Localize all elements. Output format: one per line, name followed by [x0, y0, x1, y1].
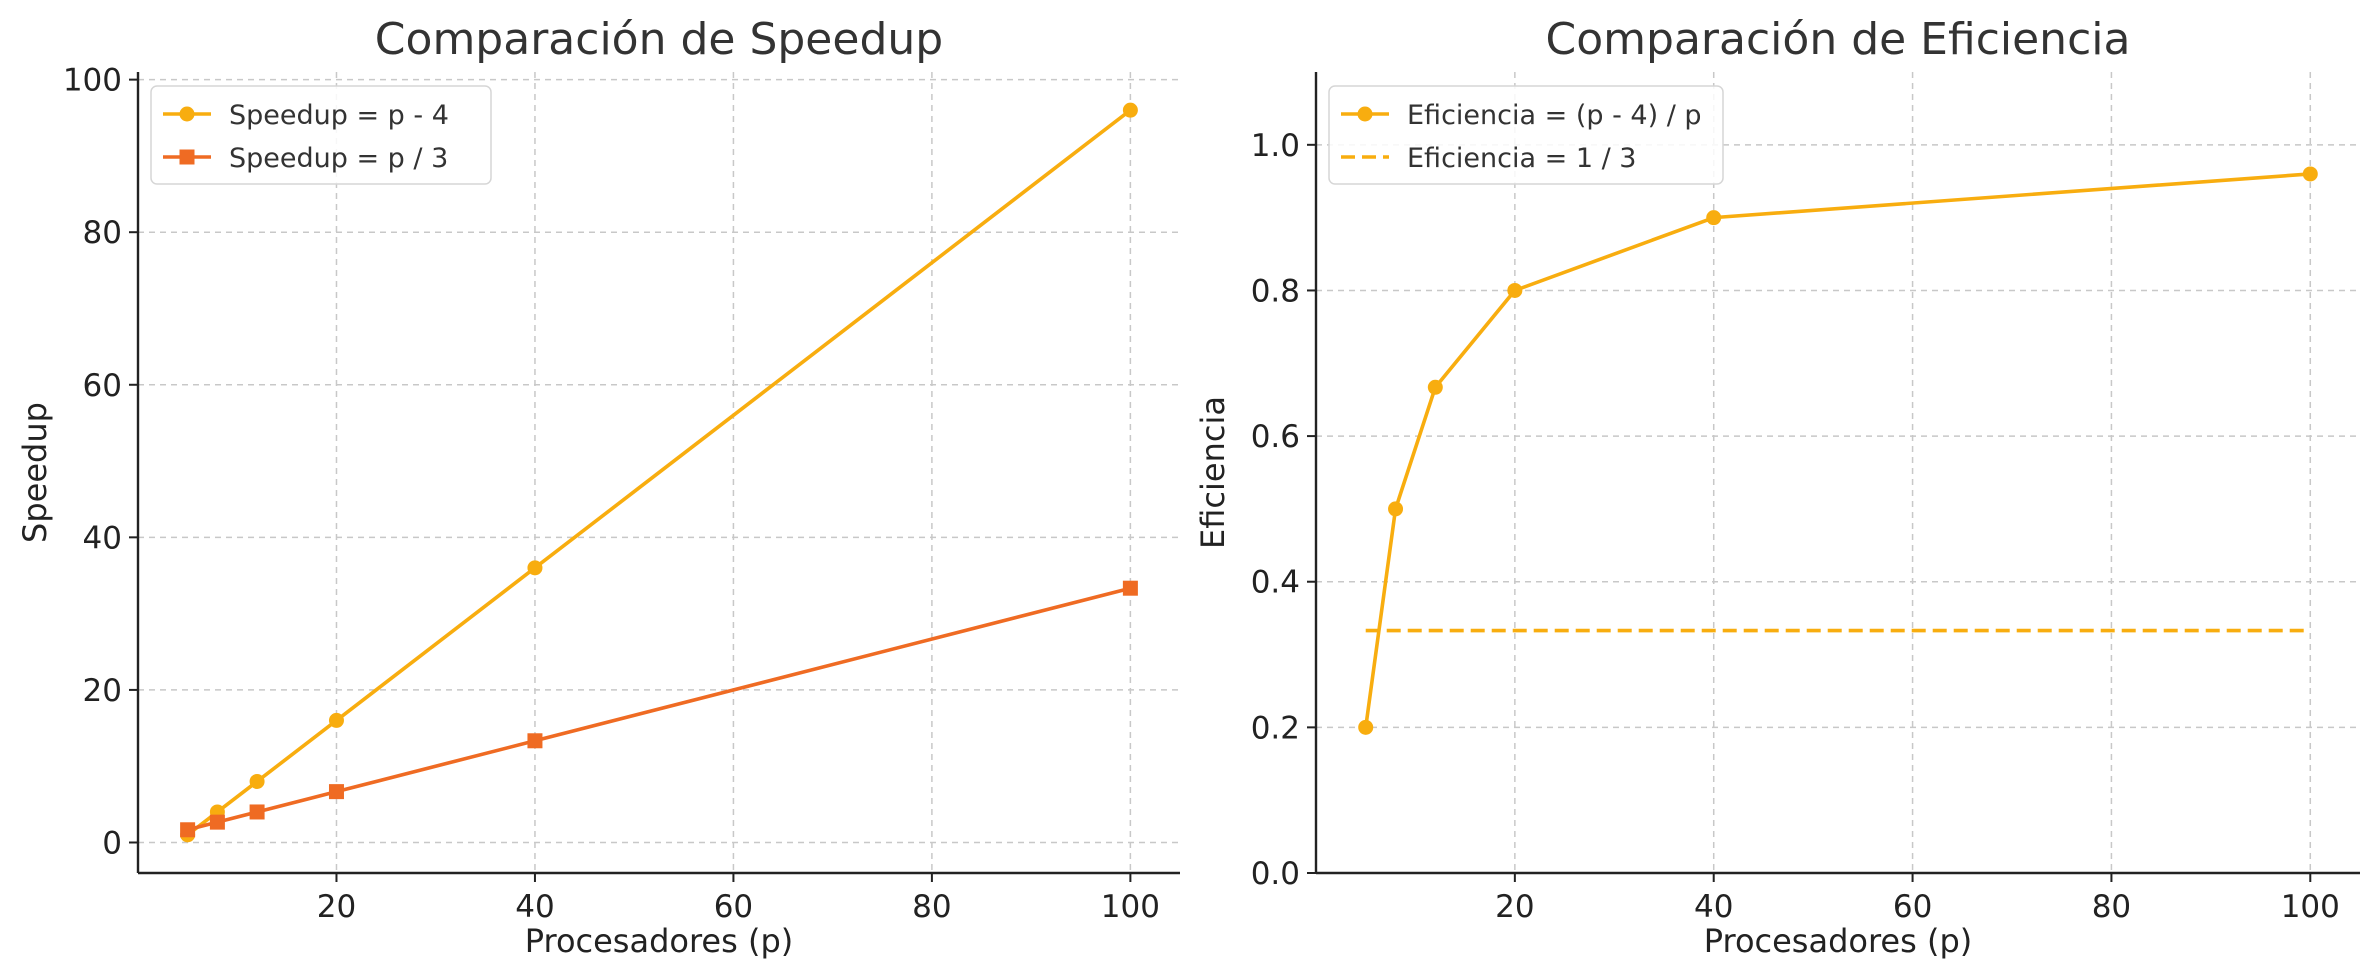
x-tick-label: 60	[714, 889, 753, 925]
x-tick-label: 20	[317, 889, 356, 925]
chart-title: Comparación de Eficiencia	[1546, 14, 2131, 65]
legend-entry-label: Speedup = p - 4	[229, 100, 449, 131]
data-point	[527, 733, 543, 749]
series-line	[1363, 172, 2311, 728]
chart-title: Comparación de Speedup	[375, 14, 943, 65]
legend-swatch-marker	[179, 106, 195, 122]
speedup-chart: 20 40 60 80 100 0 20 40 60 80 100 Comparación de Sp…	[16, 14, 1180, 960]
series-line	[186, 108, 1132, 837]
y-tick-label: 60	[83, 368, 122, 404]
y-tick-label: 0.2	[1251, 710, 1300, 746]
y-tick-label: 1.0	[1251, 128, 1300, 164]
y-tick-label: 0.8	[1251, 273, 1300, 309]
data-point	[1507, 282, 1523, 298]
data-point	[180, 822, 196, 838]
data-point	[527, 560, 543, 576]
data-point	[1706, 210, 1722, 226]
y-axis-label: Speedup	[16, 402, 54, 543]
y-tick-label: 20	[83, 673, 122, 709]
data-point	[328, 784, 344, 800]
efficiency-chart: 20 40 60 80 100 0.0 0.2 0.4 0.6 0.8 1.0 Comparación…	[1194, 14, 2360, 960]
legend-swatch-marker	[1357, 106, 1373, 122]
data-point	[1358, 719, 1374, 735]
legend-entry-label: Speedup = p / 3	[229, 143, 448, 174]
y-tick-label: 0.6	[1251, 419, 1300, 455]
y-tick-label: 40	[83, 520, 122, 556]
y-tick-label: 0.4	[1251, 565, 1300, 601]
data-point	[249, 804, 265, 820]
y-tick-label: 0.0	[1251, 856, 1300, 892]
x-axis-label: Procesadores (p)	[525, 922, 793, 960]
data-point	[328, 712, 344, 728]
y-tick-label: 0	[102, 825, 122, 861]
x-tick-label: 100	[2281, 889, 2340, 925]
data-point	[1427, 379, 1443, 395]
x-tick-label: 80	[912, 889, 951, 925]
y-axis-label: Eficiencia	[1194, 396, 1232, 549]
data-point	[1122, 580, 1138, 596]
x-axis-label: Procesadores (p)	[1704, 922, 1972, 960]
data-point	[209, 814, 225, 830]
data-point	[2302, 166, 2318, 182]
legend-swatch-marker	[179, 149, 195, 165]
x-tick-label: 40	[515, 889, 554, 925]
x-tick-label: 100	[1101, 889, 1160, 925]
legend-entry-label: Eficiencia = (p - 4) / p	[1407, 100, 1702, 131]
legend-box	[150, 85, 492, 185]
x-tick-label: 20	[1495, 889, 1534, 925]
x-tick-label: 60	[1893, 889, 1932, 925]
legend-entry-label: Eficiencia = 1 / 3	[1407, 143, 1636, 174]
y-tick-label: 100	[63, 63, 122, 99]
legend-box	[1328, 85, 1724, 185]
data-point	[1122, 102, 1138, 118]
x-tick-label: 40	[1694, 889, 1733, 925]
y-tick-label: 80	[83, 215, 122, 251]
data-point	[249, 773, 265, 789]
data-point	[1388, 501, 1404, 517]
x-tick-label: 80	[2092, 889, 2131, 925]
